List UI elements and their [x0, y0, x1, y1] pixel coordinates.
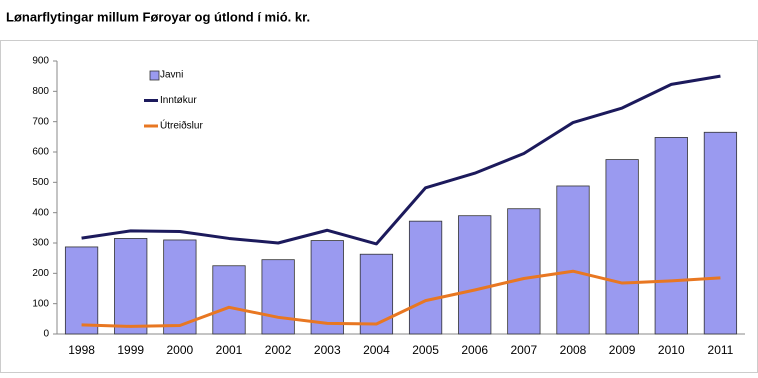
y-tick-label: 900 — [32, 56, 49, 67]
y-tick-label: 600 — [32, 147, 49, 158]
line — [81, 269, 721, 328]
x-tick-label: 2004 — [363, 343, 390, 357]
bar — [703, 131, 738, 335]
bar — [261, 259, 295, 335]
x-tick-label: 2011 — [708, 343, 734, 357]
x-tick-label: 1999 — [117, 343, 144, 357]
x-tick-label: 2007 — [511, 343, 538, 357]
x-tick-label: 2008 — [560, 343, 587, 357]
x-tick-label: 2010 — [658, 343, 685, 357]
x-tick-label: 2003 — [314, 343, 341, 357]
bar — [212, 265, 246, 335]
bar — [654, 137, 688, 335]
y-tick-label: 100 — [32, 298, 49, 309]
x-tick-label: 2006 — [461, 343, 488, 357]
bar — [507, 208, 541, 335]
bar — [163, 239, 197, 335]
x-tick-label: 2001 — [216, 343, 243, 357]
bar — [359, 253, 394, 335]
bar — [556, 185, 590, 335]
y-tick-label: 0 — [43, 329, 49, 340]
y-tick-label: 500 — [32, 177, 49, 188]
bar — [408, 220, 443, 335]
bar — [458, 215, 492, 335]
y-tick-label: 800 — [32, 86, 49, 97]
chart-title: Lønarflytingar millum Føroyar og útlond … — [6, 9, 310, 24]
x-tick-label: 2005 — [412, 343, 439, 357]
bar — [64, 246, 99, 335]
x-tick-label: 1998 — [68, 343, 95, 357]
x-tick-label: 2009 — [609, 343, 636, 357]
y-tick-label: 700 — [32, 116, 49, 127]
legend-label: Javni — [160, 70, 183, 81]
y-tick-label: 400 — [32, 207, 49, 218]
legend-swatch — [149, 70, 160, 81]
bar — [605, 159, 639, 335]
legend-label: Inntøkur — [160, 95, 197, 106]
line — [81, 74, 721, 246]
bar — [114, 238, 148, 335]
bar — [310, 240, 344, 335]
y-tick-label: 300 — [32, 238, 49, 249]
y-tick-label: 200 — [32, 268, 49, 279]
x-tick-label: 2000 — [167, 343, 194, 357]
legend-label: Útreiðslur — [160, 119, 203, 132]
x-tick-label: 2002 — [265, 343, 292, 357]
